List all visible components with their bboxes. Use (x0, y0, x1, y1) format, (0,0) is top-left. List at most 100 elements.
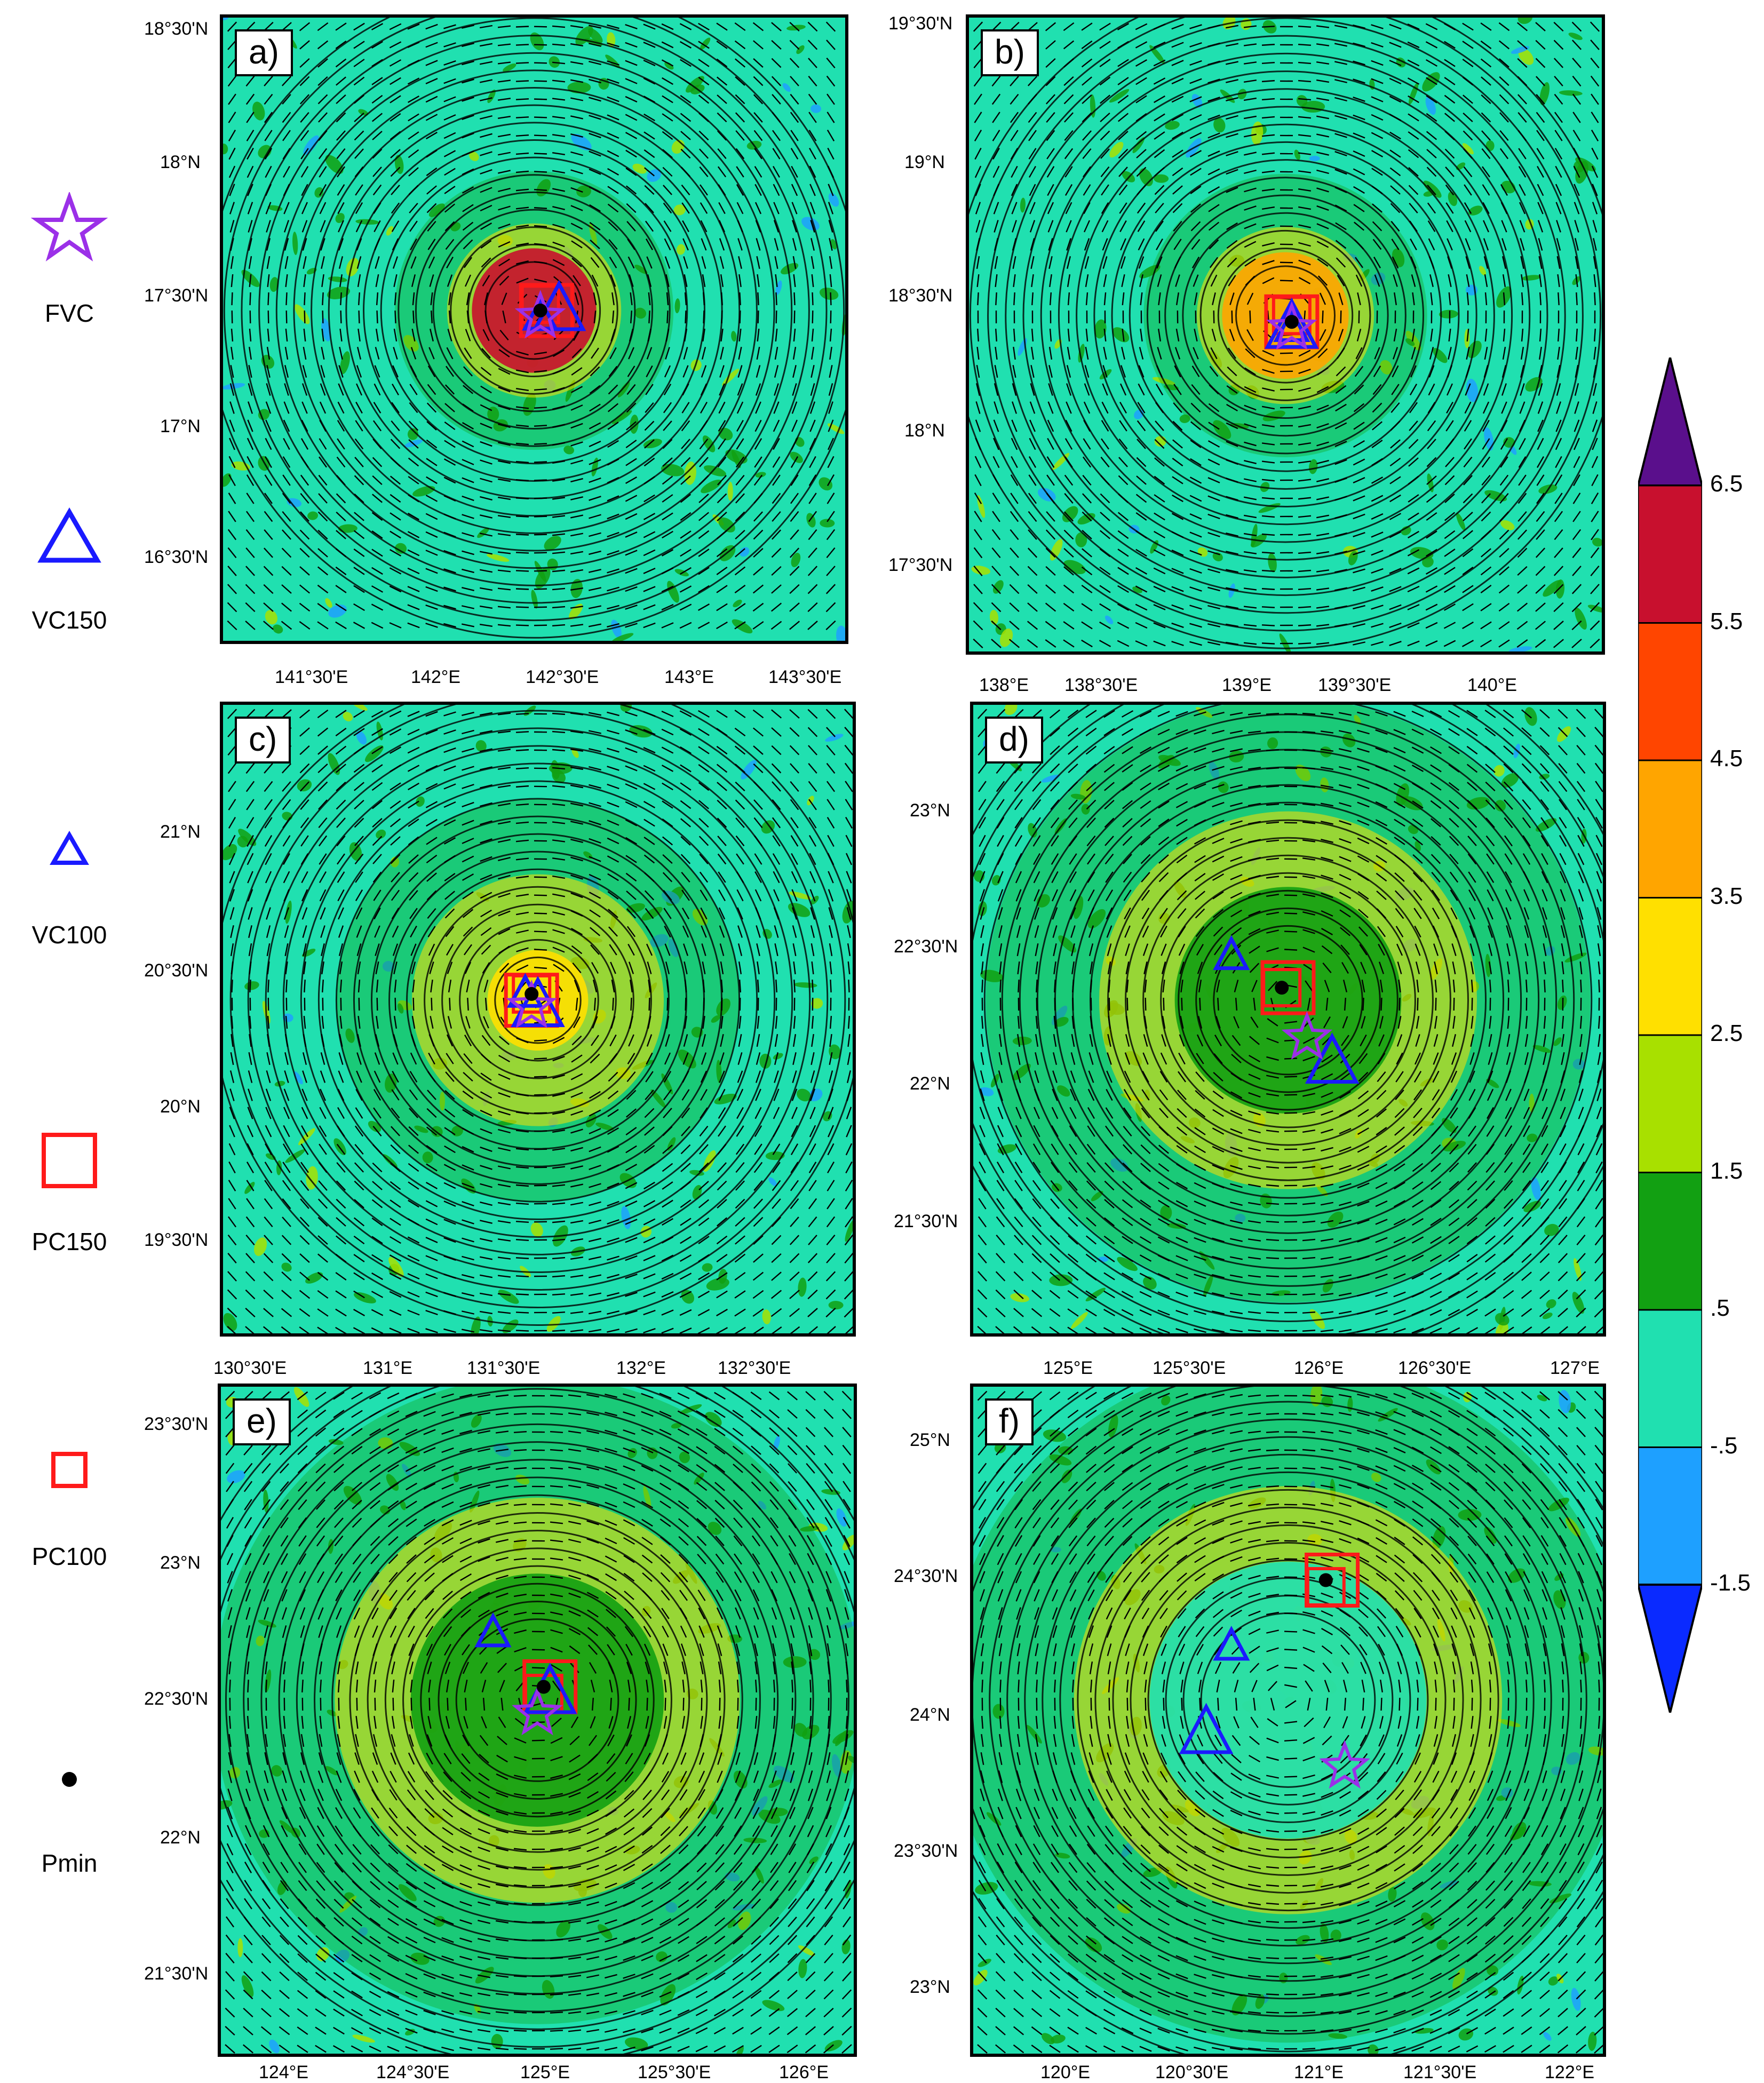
lat-label: 19°N (904, 152, 945, 173)
lat-label: 21°N (160, 822, 201, 842)
wind-field-f (973, 1387, 1603, 2054)
lon-label: 142°30'E (526, 667, 599, 688)
lat-label: 22°30'N (894, 936, 958, 957)
panel-e: e) (218, 1384, 857, 2057)
pmin-marker (1285, 315, 1299, 329)
star-icon (0, 192, 139, 261)
lat-label: 22°N (160, 1827, 201, 1848)
lat-label: 23°N (160, 1553, 201, 1573)
lon-label: 138°E (979, 675, 1029, 696)
lon-label: 125°30'E (638, 2062, 711, 2083)
legend-fvc (0, 192, 139, 264)
lat-label: 20°N (160, 1096, 201, 1117)
pmin-marker (534, 304, 547, 317)
lon-label: 143°E (664, 667, 714, 688)
lon-label: 121°E (1294, 2062, 1344, 2083)
lon-label: 132°30'E (718, 1358, 791, 1379)
panel-label-c: c) (235, 717, 291, 764)
lon-label: 142°E (411, 667, 460, 688)
legend-label-pc150: PC150 (0, 1227, 139, 1256)
wind-field-e (221, 1387, 854, 2054)
lon-label: 130°30'E (213, 1358, 287, 1379)
lat-label: 23°30'N (894, 1841, 958, 1862)
lon-label: 125°E (1043, 1358, 1093, 1379)
lon-label: 138°30'E (1064, 675, 1138, 696)
lat-label: 23°N (910, 800, 950, 821)
legend-pc100 (0, 1449, 139, 1494)
lat-label: 20°30'N (144, 960, 208, 981)
panel-a: a) (220, 14, 848, 644)
pmin-marker (537, 1680, 551, 1694)
lon-label: 132°E (616, 1358, 666, 1379)
lon-label: 120°E (1040, 2062, 1090, 2083)
lon-label: 122°E (1545, 2062, 1594, 2083)
lon-label: 125°E (520, 2062, 570, 2083)
colorbar (1638, 357, 1702, 1713)
legend-pmin (0, 1766, 139, 1795)
lat-label: 18°30'N (144, 19, 208, 39)
lon-label: 139°30'E (1318, 675, 1391, 696)
colorbar-tick-label: 5.5 (1710, 608, 1743, 635)
wind-field-a (223, 18, 845, 641)
panel-label-b: b) (981, 29, 1039, 76)
lon-label: 140°E (1467, 675, 1517, 696)
panel-label-a: a) (235, 29, 293, 76)
colorbar-bottom-arrow (1638, 1585, 1702, 1713)
legend-label-pc100: PC100 (0, 1542, 139, 1571)
colorbar-tick-label: 1.5 (1710, 1158, 1743, 1184)
lon-label: 139°E (1222, 675, 1272, 696)
lat-label: 17°30'N (144, 285, 208, 306)
pmin-marker (525, 987, 538, 1001)
legend-label-vc100: VC100 (0, 920, 139, 949)
pmin-marker (1319, 1573, 1333, 1587)
panel-f: f) (970, 1384, 1606, 2057)
colorbar-box (1638, 898, 1702, 1036)
colorbar-tick-label: -1.5 (1710, 1570, 1751, 1596)
lat-label: 25°N (910, 1430, 950, 1451)
lon-label: 121°30'E (1403, 2062, 1476, 2083)
dot-icon (0, 1766, 139, 1793)
panel-c: c) (220, 702, 856, 1337)
triangle-small-icon (0, 830, 139, 872)
legend-label-vc150: VC150 (0, 606, 139, 634)
legend-label-fvc: FVC (0, 299, 139, 328)
lon-label: 131°30'E (467, 1358, 540, 1379)
lon-label: 126°30'E (1398, 1358, 1471, 1379)
lon-label: 120°30'E (1155, 2062, 1228, 2083)
lat-label: 19°30'N (144, 1230, 208, 1251)
colorbar-box (1638, 1448, 1702, 1585)
legend-vc150 (0, 507, 139, 574)
colorbar-box (1638, 1310, 1702, 1448)
lon-label: 127°E (1550, 1358, 1600, 1379)
square-small-icon (0, 1449, 139, 1491)
lat-label: 18°N (904, 420, 945, 441)
panel-d: d) (970, 702, 1606, 1337)
legend-pc150 (0, 1128, 139, 1195)
lon-label: 141°30'E (275, 667, 348, 688)
colorbar-box (1638, 760, 1702, 898)
pmin-marker (1275, 981, 1289, 995)
lat-label: 18°30'N (888, 285, 952, 306)
lat-label: 19°30'N (888, 13, 952, 34)
colorbar-box (1638, 1035, 1702, 1173)
lat-label: 18°N (160, 152, 201, 173)
panel-label-d: d) (985, 717, 1043, 764)
wind-field-c (223, 705, 853, 1333)
legend-label-pmin: Pmin (0, 1849, 139, 1878)
lon-label: 131°E (363, 1358, 412, 1379)
lat-label: 21°30'N (894, 1211, 958, 1232)
lat-label: 23°30'N (144, 1414, 208, 1435)
colorbar-tick-label: 2.5 (1710, 1020, 1743, 1047)
lon-label: 126°E (779, 2062, 829, 2083)
lon-label: 143°30'E (768, 667, 841, 688)
lat-label: 17°N (160, 416, 201, 437)
lon-label: 124°E (259, 2062, 308, 2083)
lon-label: 124°30'E (376, 2062, 449, 2083)
panel-label-e: e) (233, 1398, 291, 1445)
panel-b: b) (966, 14, 1605, 655)
legend-vc100 (0, 830, 139, 875)
lat-label: 24°30'N (894, 1566, 958, 1587)
wind-field-d (973, 705, 1603, 1333)
lat-label: 23°N (910, 1977, 950, 1998)
triangle-large-icon (0, 507, 139, 571)
